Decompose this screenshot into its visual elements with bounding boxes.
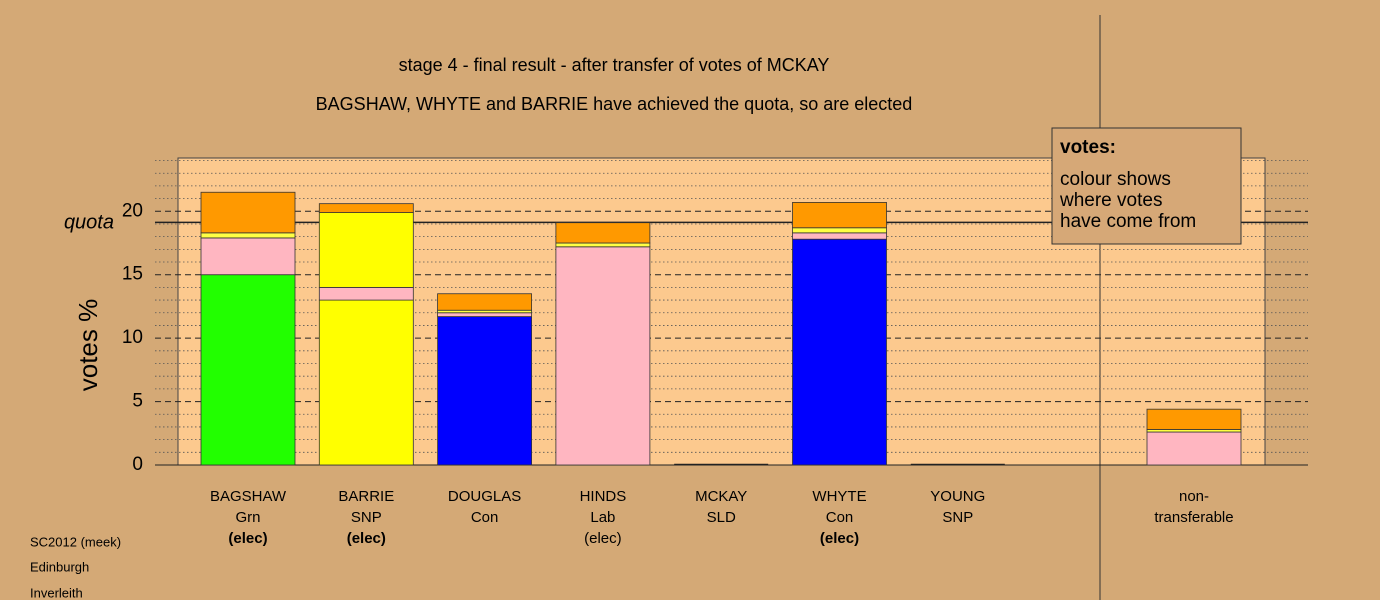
bar-segment	[1146, 431, 1242, 466]
bar-segment	[200, 237, 296, 276]
legend-text: have come from	[1060, 211, 1196, 232]
bar-segment	[555, 242, 651, 248]
x-tick-label: YOUNG	[930, 488, 985, 505]
x-tick-label: (elec)	[347, 530, 386, 547]
plot: 0 5 10 15 20 quota BAGSHAW Grn (elec) BARRIE SNP (e…	[64, 160, 1308, 547]
legend-text: where votes	[1059, 190, 1162, 211]
y-tick-label: 10	[122, 327, 143, 348]
y-tick-label: 5	[132, 391, 143, 412]
x-tick-label: SNP	[942, 509, 973, 526]
bar-segment	[318, 212, 414, 288]
bar-segment	[437, 293, 533, 311]
bar-segment	[792, 238, 887, 466]
footer-text: Edinburgh	[30, 559, 89, 574]
bar-segment	[792, 232, 887, 240]
x-tick-label: MCKAY	[695, 488, 747, 505]
bar-segment	[318, 203, 414, 213]
x-tick-label: non-	[1179, 488, 1209, 505]
bar-segment	[200, 274, 296, 466]
bar-segment	[1146, 408, 1242, 430]
x-tick-label: Con	[471, 509, 499, 526]
x-tick-label: SNP	[351, 509, 382, 526]
x-tick-label: DOUGLAS	[448, 488, 521, 505]
y-tick-label: 20	[122, 200, 143, 221]
bar-segment	[200, 232, 296, 239]
x-tick-label: (elec)	[820, 530, 859, 547]
bar-segment	[200, 191, 296, 234]
bar-segment	[792, 227, 887, 234]
y-tick-label: 0	[132, 454, 143, 475]
quota-label: quota	[64, 212, 114, 234]
y-axis-label: votes %	[73, 299, 103, 392]
footer-text: Inverleith	[30, 585, 83, 600]
bar-segment	[437, 316, 533, 466]
x-tick-label: HINDS	[580, 488, 627, 505]
y-tick-label: 15	[122, 264, 143, 285]
x-tick-label: BAGSHAW	[210, 488, 287, 505]
bar-segment	[318, 286, 414, 301]
legend-text: colour shows	[1060, 169, 1171, 190]
bar-segment	[318, 299, 414, 466]
bar-segment	[555, 222, 651, 244]
x-tick-label: transferable	[1154, 509, 1233, 526]
footer-text: SC2012 (meek)	[30, 534, 121, 549]
chart-subtitle: BAGSHAW, WHYTE and BARRIE have achieved …	[316, 94, 913, 114]
x-tick-label: (elec)	[584, 530, 622, 547]
x-tick-label: Con	[826, 509, 854, 526]
x-tick-label: Lab	[590, 509, 615, 526]
bar-segment	[555, 246, 651, 466]
x-tick-label: SLD	[707, 509, 736, 526]
x-tick-label: WHYTE	[812, 488, 866, 505]
bar-segment	[792, 202, 887, 229]
x-tick-label: BARRIE	[338, 488, 394, 505]
legend-box	[1051, 127, 1242, 245]
legend-title: votes:	[1060, 137, 1116, 158]
x-tick-label: (elec)	[228, 530, 267, 547]
bar-segment	[437, 312, 533, 317]
chart-title: stage 4 - final result - after transfer …	[399, 55, 830, 75]
x-tick-label: Grn	[235, 509, 260, 526]
